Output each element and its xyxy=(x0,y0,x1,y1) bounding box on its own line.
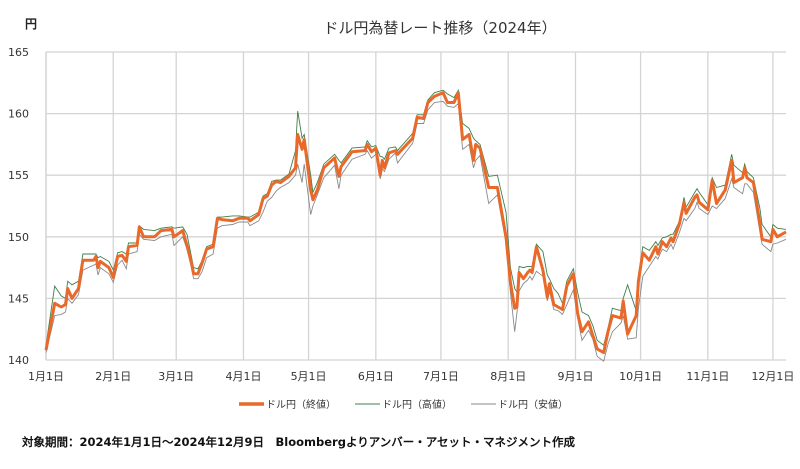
y-axis-unit-label: 円 xyxy=(25,17,37,31)
y-tick-label: 140 xyxy=(8,354,29,367)
legend-label-close: ドル円（終値） xyxy=(266,398,336,411)
x-tick-label: 5月1日 xyxy=(291,370,327,383)
x-tick-label: 9月1日 xyxy=(557,370,593,383)
chart-title: ドル円為替レート推移（2024年） xyxy=(323,19,556,37)
x-tick-label: 12月1日 xyxy=(751,370,794,383)
x-tick-label: 1月1日 xyxy=(28,370,64,383)
x-tick-label: 2月1日 xyxy=(95,370,131,383)
legend-label-low: ドル円（安値） xyxy=(498,398,568,411)
x-tick-label: 7月1日 xyxy=(423,370,459,383)
legend: ドル円（終値） ドル円（高値） ドル円（安値） xyxy=(239,398,568,411)
y-tick-label: 155 xyxy=(8,169,29,182)
y-tick-label: 165 xyxy=(8,46,29,59)
x-tick-label: 11月1日 xyxy=(686,370,729,383)
y-tick-label: 145 xyxy=(8,292,29,305)
x-tick-label: 10月1日 xyxy=(619,370,662,383)
x-tick-label: 4月1日 xyxy=(225,370,261,383)
footnote: 対象期間：2024年1月1日～2024年12月9日 Bloombergよりアンバ… xyxy=(21,435,576,449)
series-line-low xyxy=(45,100,787,362)
x-tick-label: 8月1日 xyxy=(490,370,526,383)
x-tick-label: 6月1日 xyxy=(358,370,394,383)
series-line-high xyxy=(45,88,787,346)
series-line-close xyxy=(44,91,787,355)
y-tick-label: 160 xyxy=(8,108,29,121)
legend-label-high: ドル円（高値） xyxy=(382,398,452,411)
x-tick-label: 3月1日 xyxy=(158,370,194,383)
y-tick-label: 150 xyxy=(8,231,29,244)
